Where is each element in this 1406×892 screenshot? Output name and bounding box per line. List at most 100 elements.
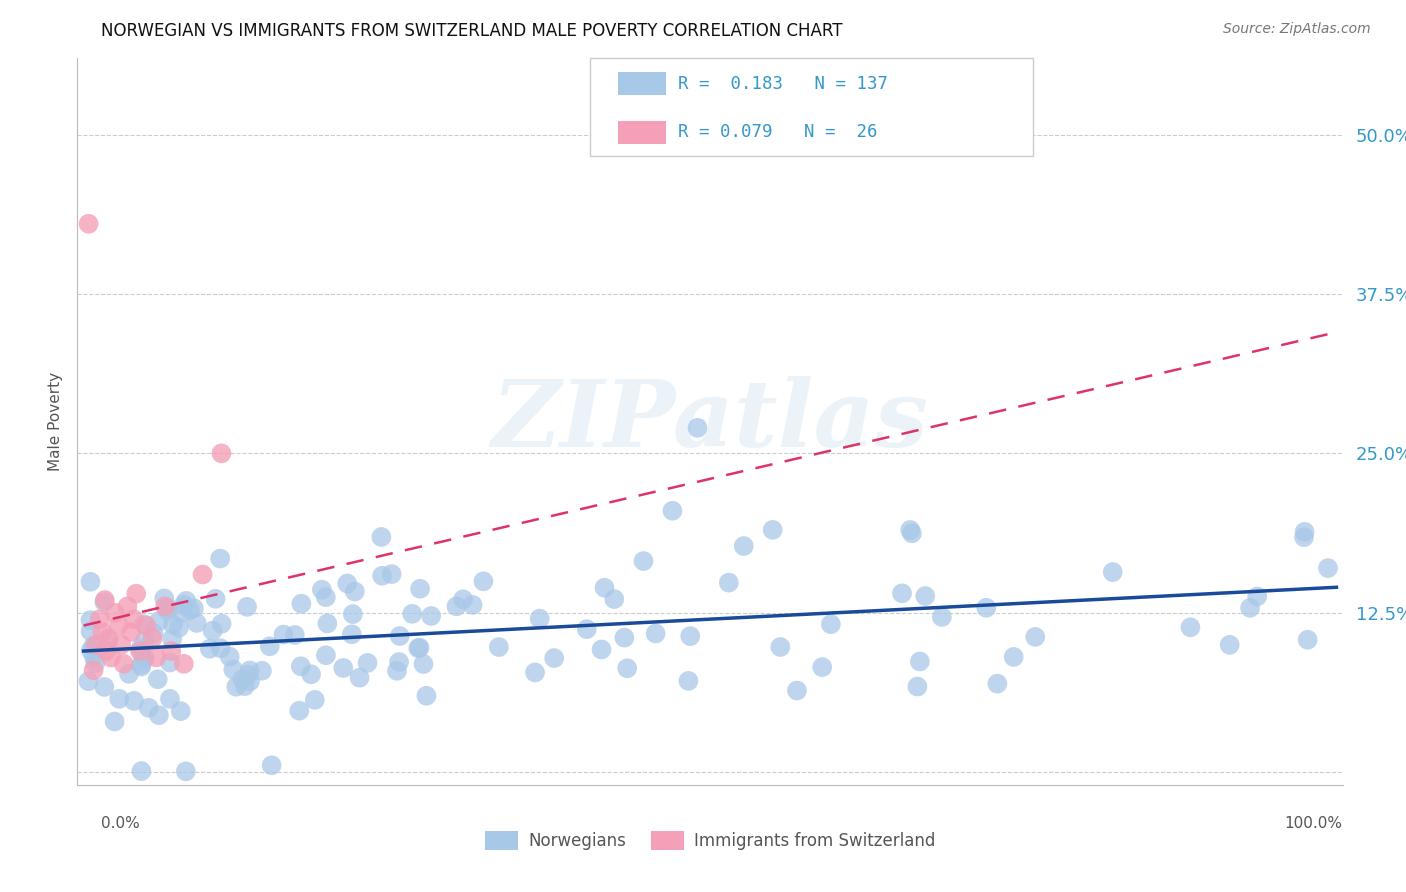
Point	[135, 618, 157, 632]
Point	[84, 638, 107, 652]
Point	[157, 601, 180, 615]
Text: 0.0%: 0.0%	[101, 816, 141, 831]
Point	[141, 632, 163, 646]
Point	[160, 632, 183, 646]
Point	[231, 672, 253, 686]
Point	[148, 708, 170, 723]
Point	[173, 657, 195, 671]
Point	[209, 446, 232, 460]
Point	[543, 651, 565, 665]
Point	[644, 626, 666, 640]
Point	[131, 764, 153, 778]
Point	[1219, 638, 1241, 652]
Point	[408, 640, 430, 655]
Y-axis label: Male Poverty: Male Poverty	[48, 372, 63, 471]
Point	[93, 595, 115, 609]
Point	[575, 622, 598, 636]
Point	[211, 616, 233, 631]
Point	[153, 599, 176, 614]
Point	[89, 612, 111, 626]
Point	[104, 606, 127, 620]
Point	[174, 764, 197, 779]
Point	[83, 663, 105, 677]
Point	[371, 568, 394, 582]
Point	[315, 648, 337, 663]
Point	[603, 592, 626, 607]
Point	[385, 664, 408, 678]
Point	[179, 603, 201, 617]
Point	[82, 639, 104, 653]
Point	[129, 641, 152, 656]
Point	[887, 128, 910, 142]
Point	[84, 657, 107, 671]
Point	[316, 616, 339, 631]
Point	[446, 599, 468, 614]
Text: ZIPatlas: ZIPatlas	[492, 376, 928, 467]
Point	[524, 665, 547, 680]
Text: R =  0.183   N = 137: R = 0.183 N = 137	[679, 75, 889, 93]
Point	[250, 664, 273, 678]
Point	[451, 592, 474, 607]
Point	[762, 523, 785, 537]
Point	[167, 621, 190, 635]
Point	[132, 651, 155, 665]
Point	[304, 693, 326, 707]
Bar	[617, 72, 666, 95]
Point	[488, 640, 510, 654]
Point	[472, 574, 495, 589]
Point	[233, 679, 256, 693]
Point	[83, 649, 105, 664]
Point	[118, 666, 141, 681]
Point	[1024, 630, 1046, 644]
Point	[222, 663, 245, 677]
Point	[412, 657, 434, 671]
Point	[381, 567, 404, 582]
Point	[97, 634, 120, 648]
Point	[820, 617, 842, 632]
Point	[986, 676, 1008, 690]
Point	[79, 613, 101, 627]
Point	[132, 617, 155, 632]
Point	[122, 612, 145, 626]
Point	[209, 641, 232, 656]
Point	[769, 640, 792, 654]
Point	[1180, 620, 1202, 634]
Point	[159, 691, 181, 706]
Point	[733, 539, 755, 553]
Point	[239, 674, 262, 689]
Point	[173, 598, 195, 612]
Point	[811, 660, 834, 674]
Point	[153, 591, 176, 606]
Point	[131, 659, 153, 673]
Point	[461, 598, 484, 612]
Point	[80, 643, 103, 657]
Point	[409, 582, 432, 596]
Point	[786, 683, 808, 698]
Text: Source: ZipAtlas.com: Source: ZipAtlas.com	[1223, 22, 1371, 37]
Point	[198, 641, 221, 656]
Point	[340, 627, 363, 641]
Point	[1317, 561, 1340, 575]
Point	[156, 604, 179, 618]
Point	[679, 629, 702, 643]
Point	[108, 691, 131, 706]
Point	[79, 624, 101, 639]
Point	[401, 607, 423, 621]
Point	[238, 667, 260, 681]
Point	[236, 599, 259, 614]
Point	[406, 641, 429, 656]
Point	[686, 421, 709, 435]
Point	[162, 617, 184, 632]
Point	[901, 526, 924, 541]
FancyBboxPatch shape	[591, 58, 1033, 156]
Point	[613, 631, 636, 645]
Point	[529, 612, 551, 626]
Point	[260, 758, 283, 772]
Point	[290, 597, 312, 611]
Point	[1246, 590, 1268, 604]
Point	[420, 609, 443, 624]
Point	[905, 680, 928, 694]
Point	[138, 701, 160, 715]
Point	[94, 593, 117, 607]
Point	[661, 504, 683, 518]
